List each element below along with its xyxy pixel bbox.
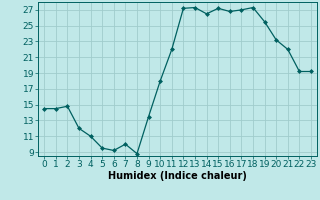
X-axis label: Humidex (Indice chaleur): Humidex (Indice chaleur) <box>108 171 247 181</box>
